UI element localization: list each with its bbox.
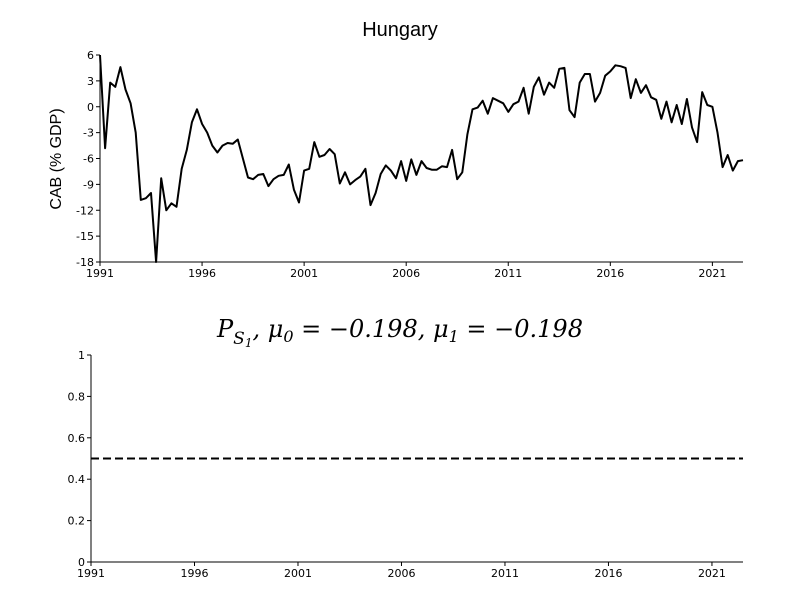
bottom-chart-y-tick-label: 0.4 — [68, 473, 86, 486]
top-chart-x-tick-label: 1996 — [188, 267, 216, 280]
top-chart-y-tick-label: 0 — [87, 101, 94, 114]
bottom-chart-x-tick-label: 1996 — [180, 567, 208, 580]
top-chart-x-tick-label: 2001 — [290, 267, 318, 280]
bottom-chart-y-tick-label: 0.8 — [68, 390, 86, 403]
top-chart-ylabel: CAB (% GDP) — [48, 108, 65, 209]
top-chart-x-tick-label: 2006 — [392, 267, 420, 280]
top-chart: Hungary CAB (% GDP) 6 3 0 -3 -6 -9 -12 -15 -18 1… — [48, 19, 744, 280]
top-chart-x-tick-label: 2011 — [494, 267, 522, 280]
top-chart-y-tick-label: -15 — [76, 230, 94, 243]
bottom-chart-title: PS1, μ0 = −0.198, μ1 = −0.198 — [216, 315, 583, 350]
top-chart-y-tick-label: -18 — [76, 256, 94, 269]
bottom-chart-x-tick-label: 2001 — [284, 567, 312, 580]
top-chart-y-tick-label: -3 — [83, 127, 94, 140]
bottom-chart-x-tick-label: 2021 — [698, 567, 726, 580]
top-chart-x-ticks: 1991 1996 2001 2006 2011 2016 2021 — [86, 262, 726, 280]
top-chart-y-ticks: 6 3 0 -3 -6 -9 -12 -15 -18 — [76, 49, 100, 269]
bottom-chart-y-tick-label: 0.6 — [68, 432, 86, 445]
top-chart-y-tick-label: -9 — [83, 178, 94, 191]
top-chart-y-tick-label: 6 — [87, 49, 94, 62]
bottom-chart-y-tick-label: 0 — [78, 556, 85, 569]
top-chart-series-line — [99, 54, 744, 263]
bottom-chart-x-tick-label: 1991 — [77, 567, 105, 580]
bottom-chart-x-tick-label: 2011 — [491, 567, 519, 580]
bottom-chart: PS1, μ0 = −0.198, μ1 = −0.198 1 0.8 0.6 0.4… — [68, 315, 743, 580]
bottom-chart-x-tick-label: 2006 — [387, 567, 415, 580]
top-chart-x-tick-label: 2021 — [698, 267, 726, 280]
top-chart-title: Hungary — [362, 19, 438, 41]
bottom-chart-y-ticks: 1 0.8 0.6 0.4 0.2 0 — [68, 349, 91, 569]
bottom-chart-x-ticks: 1991 1996 2001 2006 2011 2016 2021 — [77, 562, 726, 580]
top-chart-x-tick-label: 1991 — [86, 267, 114, 280]
bottom-chart-y-tick-label: 1 — [78, 349, 85, 362]
top-chart-y-tick-label: 3 — [87, 75, 94, 88]
top-chart-y-tick-label: -6 — [83, 153, 94, 166]
top-chart-y-tick-label: -12 — [76, 204, 94, 217]
bottom-chart-x-tick-label: 2016 — [594, 567, 622, 580]
bottom-chart-y-tick-label: 0.2 — [68, 515, 86, 528]
top-chart-x-tick-label: 2016 — [596, 267, 624, 280]
